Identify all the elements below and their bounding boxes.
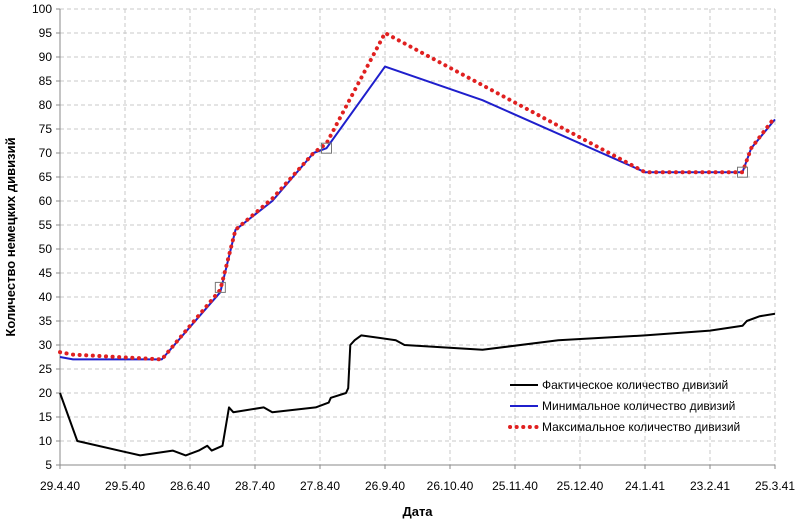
y-tick-label: 10 [39,434,53,448]
x-tick-label: 24.1.41 [625,479,665,493]
y-tick-label: 5 [45,458,52,472]
axes [59,9,775,466]
y-tick-label: 85 [39,74,53,88]
x-tick-label: 25.11.40 [492,479,538,493]
data-point-marker [737,166,748,178]
y-tick-label: 90 [39,50,53,64]
y-tick-label: 40 [39,290,53,304]
legend-label-maximum: Максимальное количество дивизий [542,420,740,434]
y-tick-label: 75 [39,122,53,136]
markers [214,142,748,293]
x-tick-label: 29.5.40 [105,479,145,493]
grid [60,8,776,465]
y-tick-labels: 5 10 15 20 25 30 35 40 45 50 55 60 65 70 75 80 85 90 95 100 [32,2,60,472]
y-tick-label: 50 [39,242,53,256]
y-tick-label: 95 [39,26,53,40]
x-tick-label: 26.9.40 [365,479,405,493]
x-tick-label: 23.2.41 [690,479,730,493]
x-tick-label: 27.8.40 [300,479,340,493]
y-tick-label: 15 [39,410,53,424]
data-point-marker [214,281,226,293]
y-tick-label: 20 [39,386,53,400]
legend: Фактическое количество дивизий Минимально… [508,378,740,434]
x-tick-label: 25.3.41 [755,479,795,493]
y-tick-label: 25 [39,362,53,376]
x-tick-label: 28.7.40 [235,479,275,493]
y-tick-label: 60 [39,194,53,208]
x-tick-label: 28.6.40 [170,479,210,493]
y-tick-label: 65 [39,170,53,184]
data-point-marker [321,142,332,154]
legend-label-minimum: Минимальное количество дивизий [542,399,735,413]
x-tick-label: 26.10.40 [427,479,474,493]
y-tick-label: 55 [39,218,53,232]
y-axis-title: Количество немецких дивизий [3,137,18,336]
x-tick-label: 25.12.40 [557,479,604,493]
x-tick-labels: 29.4.40 29.5.40 28.6.40 28.7.40 27.8.40 26.9.… [40,465,795,493]
series [58,31,777,457]
y-tick-label: 30 [39,338,53,352]
legend-label-actual: Фактическое количество дивизий [542,378,728,392]
y-tick-label: 70 [39,146,53,160]
y-tick-label: 80 [39,98,53,112]
series-line-minimum [59,65,776,361]
x-tick-label: 29.4.40 [40,479,80,493]
x-axis-title: Дата [402,504,433,519]
y-tick-label: 35 [39,314,53,328]
series-line-actual [59,312,776,457]
y-tick-label: 45 [39,266,53,280]
series-line-maximum [58,31,777,362]
y-tick-label: 100 [32,2,52,16]
